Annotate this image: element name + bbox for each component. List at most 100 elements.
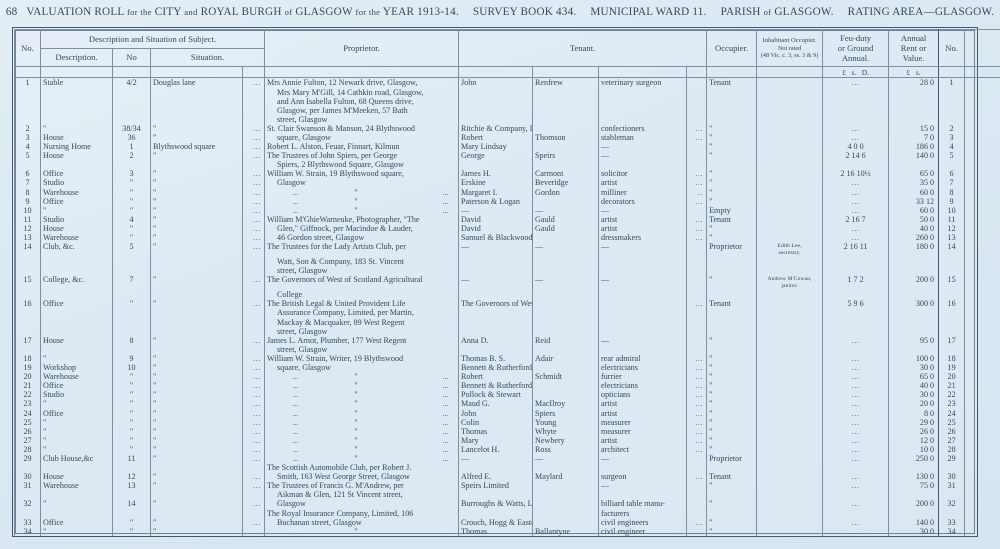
- cell-situation-leader: [241, 508, 266, 518]
- cell-occupier: [706, 257, 758, 267]
- cell-inhabitant-occupier: [756, 77, 824, 88]
- cell-annual-rent: 30 0: [888, 390, 940, 400]
- cell-feu-duty: [822, 290, 890, 300]
- cell-inhabitant-occupier: [756, 353, 824, 364]
- cell-sub-no: ": [112, 178, 151, 188]
- cell-sub-no: [112, 266, 151, 276]
- cell-tenant-occupation: artist: [598, 399, 688, 409]
- cell-tenant-forename: [458, 463, 534, 473]
- cell-tenant-occupation: facturers: [598, 508, 688, 518]
- cell-feu-duty: [822, 490, 890, 500]
- table-row: 4 Nursing Home 1 Blythswood square... Robert…: [14, 142, 1000, 152]
- cell-annual-rent: 33 12: [888, 196, 940, 206]
- cell-inhabitant-occupier: [756, 317, 824, 327]
- cell-tenant-occupation: —: [598, 335, 688, 345]
- feu-shilling-symbol: s.: [851, 68, 857, 78]
- feuduty-line2: or Ground: [837, 43, 874, 54]
- cell-remarks: [964, 417, 1000, 427]
- cell-remarks: [964, 508, 1000, 518]
- cell-remarks: [964, 335, 1000, 345]
- cell-no: 11: [14, 214, 41, 224]
- cell-remarks: [964, 463, 1000, 473]
- cell-sub-no: 3: [112, 169, 151, 179]
- cell-no-2: 9: [938, 196, 966, 206]
- cell-no: 6: [14, 169, 41, 179]
- cell-tenant-occupation: artist: [598, 408, 688, 418]
- cell-no-2: 1: [938, 77, 966, 88]
- cell-tenant-occupation: [598, 299, 688, 309]
- cell-annual-rent: 30 0: [888, 526, 940, 536]
- cell-remarks: [964, 353, 1000, 364]
- cell-sub-no: ": [112, 399, 151, 409]
- cell-occupier: Tenant: [706, 77, 758, 88]
- cell-tenant-occupation: —: [598, 142, 688, 152]
- cell-situation-leader: [241, 105, 266, 115]
- cell-tenant-forename: [458, 508, 534, 518]
- table-row: Glasgow, per James M'Meeken, 57 Bath: [14, 105, 1000, 115]
- cell-occupier: [706, 463, 758, 473]
- cell-sub-no: ": [112, 426, 151, 436]
- cell-tenant-leader: [686, 481, 708, 491]
- masthead-city: CITY: [154, 6, 182, 18]
- cell-occupier: ": [706, 444, 758, 454]
- col-occupier: Occupier.: [706, 28, 758, 68]
- cell-feu-duty: 2 16 10½: [822, 169, 890, 179]
- table-row: Watt, Son & Company, 183 St. Vincent: [14, 257, 1000, 267]
- cell-tenant-occupation: —: [598, 242, 688, 258]
- cell-description: [40, 266, 113, 276]
- cell-no-2: 26: [938, 426, 966, 436]
- cell-tenant-forename: John: [458, 77, 534, 88]
- cell-proprietor: street, Glasgow: [264, 266, 460, 276]
- cell-no-2: 20: [938, 372, 966, 382]
- cell-occupier: Tenant: [706, 214, 758, 224]
- cell-situation-leader: ...: [241, 390, 266, 400]
- cell-no: [14, 463, 41, 473]
- cell-tenant-forename: Alfred E.: [458, 472, 534, 482]
- cell-description: Office: [40, 196, 113, 206]
- table-row: 3 House 36 "... square, Glasgow Robert Thomson…: [14, 132, 1000, 143]
- cell-situation: ": [150, 435, 243, 445]
- cell-situation: [150, 508, 243, 518]
- cell-sub-no: 13: [112, 481, 151, 491]
- cell-feu-duty: ...: [822, 77, 890, 88]
- cell-remarks: [964, 275, 1000, 291]
- cell-remarks: [964, 242, 1000, 258]
- cell-annual-rent: 29 0: [888, 417, 940, 427]
- cell-remarks: [964, 317, 1000, 327]
- cell-feu-duty: 5 9 6: [822, 299, 890, 309]
- cell-tenant-occupation: confectioners: [598, 123, 688, 133]
- cell-no: 12: [14, 223, 41, 234]
- cell-tenant-forename: Thomas: [458, 426, 534, 436]
- cell-tenant-occupation: electricians: [598, 381, 688, 391]
- cell-tenant-forename: Mary Lindsay: [458, 142, 534, 152]
- cell-tenant-forename: Bennett & Rutherford: [458, 363, 534, 373]
- cell-proprietor: and Ann Isabella Fulton, 68 Queens drive…: [264, 96, 460, 106]
- cell-tenant-occupation: [598, 87, 688, 97]
- cell-description: [40, 317, 113, 327]
- cell-situation-leader: [241, 308, 266, 318]
- cell-description: ": [40, 526, 113, 536]
- cell-tenant-occupation: milliner: [598, 187, 688, 197]
- cell-proprietor: ... "...: [264, 417, 460, 427]
- cell-no-2: 30: [938, 472, 966, 482]
- curr-blank-ten2: [532, 66, 600, 79]
- cell-tenant-occupation: artist: [598, 223, 688, 234]
- cell-tenant-surname: [532, 499, 600, 509]
- cell-no-2: [938, 266, 966, 276]
- cell-tenant-leader: [686, 275, 708, 291]
- cell-feu-duty: ...: [822, 187, 890, 197]
- cell-sub-no: 5: [112, 242, 151, 258]
- table-row: 34 " " "...... "... Thomas Ballantyne civil eng…: [14, 526, 1000, 536]
- cell-annual-rent: 12 0: [888, 435, 940, 445]
- cell-tenant-surname: [532, 299, 600, 309]
- cell-description: ": [40, 353, 113, 364]
- cell-inhabitant-occupier: [756, 381, 824, 391]
- masthead-and: and: [184, 7, 198, 17]
- cell-proprietor: ... "...: [264, 453, 460, 464]
- cell-sub-no: ": [112, 526, 151, 536]
- cell-tenant-leader: ...: [686, 381, 708, 391]
- feu-pound-symbol: £: [842, 68, 846, 78]
- cell-tenant-leader: ...: [686, 363, 708, 373]
- cell-tenant-forename: [458, 326, 534, 336]
- cell-situation-leader: [241, 290, 266, 300]
